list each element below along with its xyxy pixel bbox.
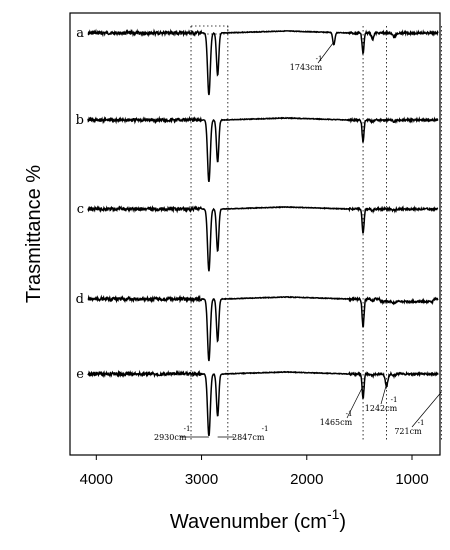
spectra-group — [87, 28, 439, 436]
spectrum-line-e — [87, 369, 439, 436]
x-tick-label-1000: 1000 — [395, 471, 428, 488]
spectrum-line-b — [87, 115, 439, 183]
x-tick-label-2000: 2000 — [290, 471, 323, 488]
annotation-sup-2: -1 — [262, 425, 269, 433]
annotation-label-5: 721cm — [394, 427, 422, 436]
annotation-sup-5: -1 — [418, 419, 425, 427]
reference-lines — [190, 25, 442, 440]
peak-annotation-5: 721cm-1 — [394, 391, 442, 436]
annotation-sup-1: -1 — [184, 425, 191, 433]
annotation-sup-0: -1 — [316, 55, 323, 63]
spectrum-line-c — [87, 205, 439, 272]
peak-annotation-1: 2930cm-1 — [154, 425, 209, 442]
series-label-a: a — [76, 26, 84, 41]
series-label-e: e — [76, 367, 84, 382]
annotation-leader-4 — [380, 383, 387, 405]
annotation-label-4: 1242cm — [365, 404, 398, 413]
y-axis-title: Trasmittance % — [23, 165, 45, 303]
annotation-label-2: 2847cm — [232, 433, 265, 442]
peak-annotation-0: 1743cm-1 — [290, 41, 335, 72]
peak-annotation-2: 2847cm-1 — [217, 425, 269, 442]
peak-annotations: 1743cm-12930cm-12847cm-11465cm-11242cm-1… — [154, 41, 442, 442]
series-label-b: b — [76, 113, 84, 128]
plot-frame — [69, 12, 441, 456]
annotation-sup-3: -1 — [346, 410, 353, 418]
peak-annotation-4: 1242cm-1 — [365, 383, 398, 413]
annotation-leader-5 — [411, 391, 442, 428]
series-label-d: d — [76, 292, 84, 307]
series-label-c: c — [77, 202, 84, 217]
annotation-sup-4: -1 — [391, 396, 398, 404]
x-axis-title-main: Wavenumber (cm — [170, 511, 327, 533]
spectrum-line-d — [87, 294, 439, 362]
annotation-label-0: 1743cm — [290, 63, 323, 72]
spectrum-line-a — [87, 28, 439, 96]
x-axis-title: Wavenumber (cm-1) — [170, 506, 346, 533]
annotation-label-3: 1465cm — [320, 418, 353, 427]
x-tick-label-3000: 3000 — [185, 471, 218, 488]
annotation-leader-0 — [317, 41, 335, 64]
annotation-label-1: 2930cm — [154, 433, 187, 442]
annotation-leader-3 — [346, 385, 364, 419]
zoom-box — [190, 25, 229, 35]
peak-annotation-3: 1465cm-1 — [320, 385, 364, 427]
x-axis: 4000 3000 2000 1000 — [80, 455, 429, 488]
x-axis-title-suffix: ) — [339, 511, 346, 533]
series-labels: a b c d e — [76, 26, 85, 382]
x-tick-label-4000: 4000 — [80, 471, 113, 488]
x-axis-title-sup: -1 — [327, 506, 340, 522]
